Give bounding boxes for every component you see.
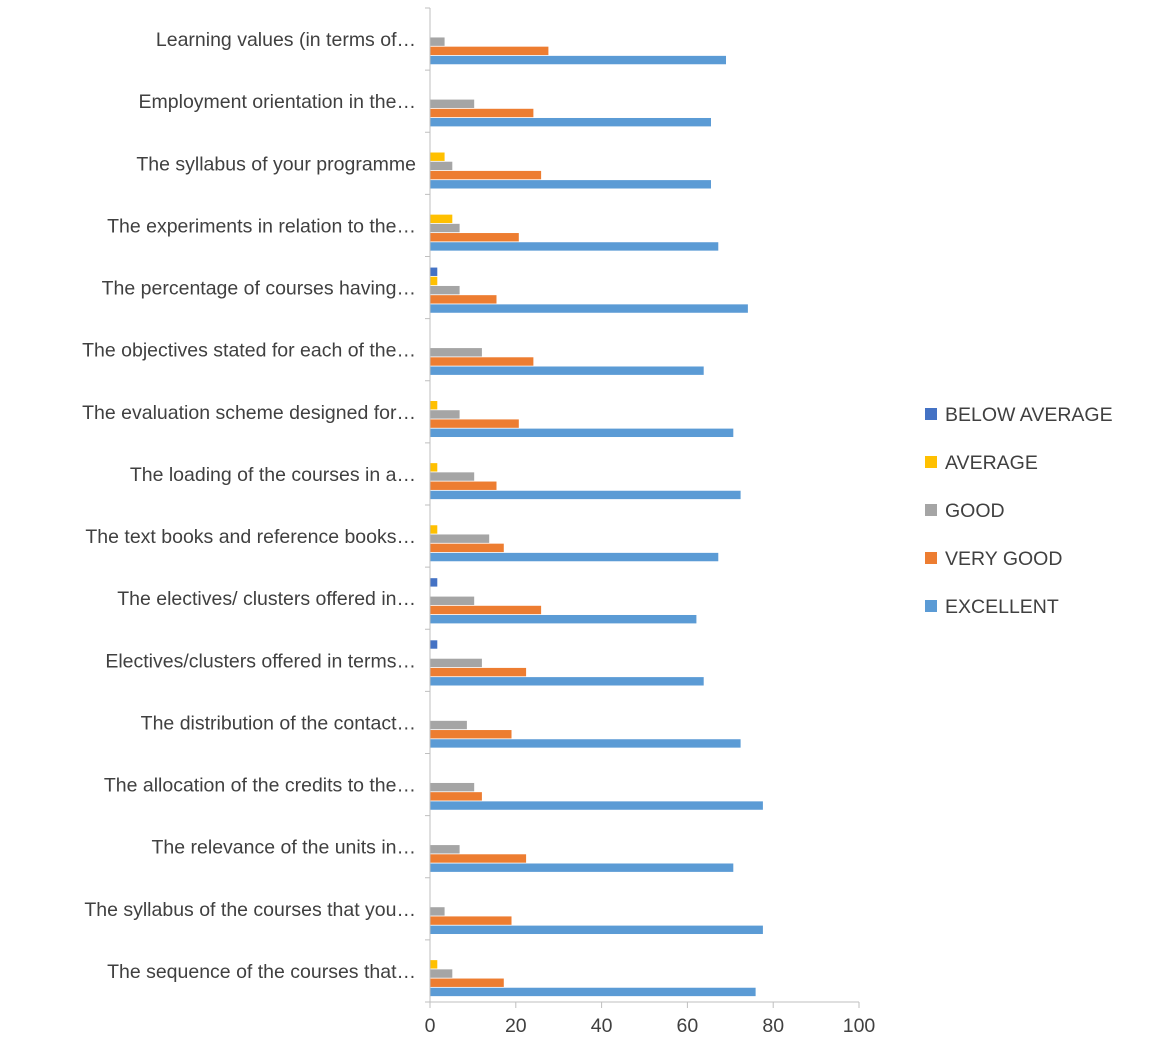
bar-very-good-13 xyxy=(430,854,527,863)
bar-good-6 xyxy=(430,410,460,419)
bar-very-good-4 xyxy=(430,295,497,304)
bar-excellent-15 xyxy=(430,987,756,997)
bar-excellent-8 xyxy=(430,552,719,562)
legend-label: VERY GOOD xyxy=(945,548,1062,570)
bar-average-7 xyxy=(430,463,438,472)
bar-excellent-13 xyxy=(430,863,734,872)
bar-very-good-11 xyxy=(430,730,512,739)
bar-average-15 xyxy=(430,960,438,969)
bar-very-good-3 xyxy=(430,233,519,242)
category-label: The syllabus of the courses that you… xyxy=(84,899,416,921)
category-label: The percentage of courses having… xyxy=(102,278,416,300)
bar-very-good-2 xyxy=(430,170,542,180)
legend-label: EXCELLENT xyxy=(945,596,1059,618)
category-label: Learning values (in terms of… xyxy=(156,29,416,51)
bar-good-5 xyxy=(430,348,482,357)
bar-good-3 xyxy=(430,223,460,233)
x-tick-label: 0 xyxy=(425,1015,436,1035)
bar-excellent-14 xyxy=(430,925,763,935)
category-label: The syllabus of your programme xyxy=(136,153,416,175)
legend-label: GOOD xyxy=(945,500,1005,522)
legend-label: AVERAGE xyxy=(945,452,1038,474)
bar-good-13 xyxy=(430,845,460,854)
bar-good-4 xyxy=(430,285,460,295)
bar-average-8 xyxy=(430,525,438,534)
bar-good-0 xyxy=(430,37,445,46)
bar-excellent-3 xyxy=(430,242,719,251)
bar-excellent-5 xyxy=(430,366,704,375)
legend-swatch-average xyxy=(925,456,937,468)
legend-label: BELOW AVERAGE xyxy=(945,404,1113,426)
bars-layer xyxy=(430,37,763,997)
bar-good-7 xyxy=(430,472,475,481)
bar-very-good-8 xyxy=(430,543,504,553)
bar-excellent-11 xyxy=(430,739,741,748)
legend-swatch-excellent xyxy=(925,600,937,612)
category-label: The sequence of the courses that… xyxy=(107,961,416,983)
bar-below-average-10 xyxy=(430,640,438,649)
bar-good-10 xyxy=(430,658,482,668)
bar-average-2 xyxy=(430,152,445,161)
legend-swatch-below-average xyxy=(925,408,937,420)
x-tick-label: 20 xyxy=(505,1015,527,1035)
bar-very-good-6 xyxy=(430,419,519,428)
bar-average-3 xyxy=(430,214,453,224)
category-label: The text books and reference books… xyxy=(85,526,416,548)
bar-good-9 xyxy=(430,596,475,605)
x-tick-label: 80 xyxy=(762,1015,784,1035)
bar-excellent-0 xyxy=(430,55,727,65)
bar-very-good-0 xyxy=(430,46,549,56)
category-label: The distribution of the contact… xyxy=(141,712,416,734)
bar-excellent-6 xyxy=(430,428,734,438)
bar-excellent-4 xyxy=(430,304,748,313)
legend: BELOW AVERAGE AVERAGE GOOD VERY GOOD EXCELLE… xyxy=(925,404,1113,618)
bar-very-good-12 xyxy=(430,792,482,801)
bar-very-good-10 xyxy=(430,667,527,677)
bar-good-2 xyxy=(430,161,453,171)
category-label: The objectives stated for each of the… xyxy=(82,340,416,362)
category-label: Electives/clusters offered in terms… xyxy=(105,650,416,672)
x-tick-label: 40 xyxy=(591,1015,613,1035)
x-tick-label: 100 xyxy=(843,1015,876,1035)
bar-good-12 xyxy=(430,782,475,792)
category-labels: Learning values (in terms of… Employment … xyxy=(82,29,416,983)
bar-average-4 xyxy=(430,276,438,286)
bar-excellent-1 xyxy=(430,117,711,127)
legend-swatch-very-good xyxy=(925,552,937,564)
bar-excellent-10 xyxy=(430,677,704,686)
legend-swatch-good xyxy=(925,504,937,516)
axis-layer: 0 20 40 60 80 100 xyxy=(425,7,876,1037)
bar-average-6 xyxy=(430,401,438,410)
bar-very-good-15 xyxy=(430,978,504,987)
bar-excellent-12 xyxy=(430,801,763,810)
bar-good-14 xyxy=(430,907,445,916)
bar-very-good-7 xyxy=(430,481,497,490)
x-tick-label: 60 xyxy=(677,1015,699,1035)
bar-very-good-5 xyxy=(430,357,534,366)
category-label: The electives/ clusters offered in… xyxy=(117,588,416,610)
bar-very-good-9 xyxy=(430,605,542,615)
category-label: The relevance of the units in… xyxy=(152,837,416,859)
category-label: The loading of the courses in a… xyxy=(130,464,416,486)
bar-good-11 xyxy=(430,720,467,730)
category-label: The evaluation scheme designed for… xyxy=(82,402,416,424)
bar-very-good-1 xyxy=(430,108,534,118)
bar-very-good-14 xyxy=(430,916,512,925)
bar-good-15 xyxy=(430,969,453,978)
bar-excellent-7 xyxy=(430,490,741,500)
bar-below-average-4 xyxy=(430,267,438,276)
bar-below-average-9 xyxy=(430,578,438,587)
category-label: The experiments in relation to the… xyxy=(107,215,416,237)
bar-excellent-2 xyxy=(430,180,711,189)
bar-good-8 xyxy=(430,534,490,543)
bar-excellent-9 xyxy=(430,614,697,624)
bar-good-1 xyxy=(430,99,475,108)
category-label: The allocation of the credits to the… xyxy=(104,775,416,797)
category-label: Employment orientation in the… xyxy=(139,91,416,113)
